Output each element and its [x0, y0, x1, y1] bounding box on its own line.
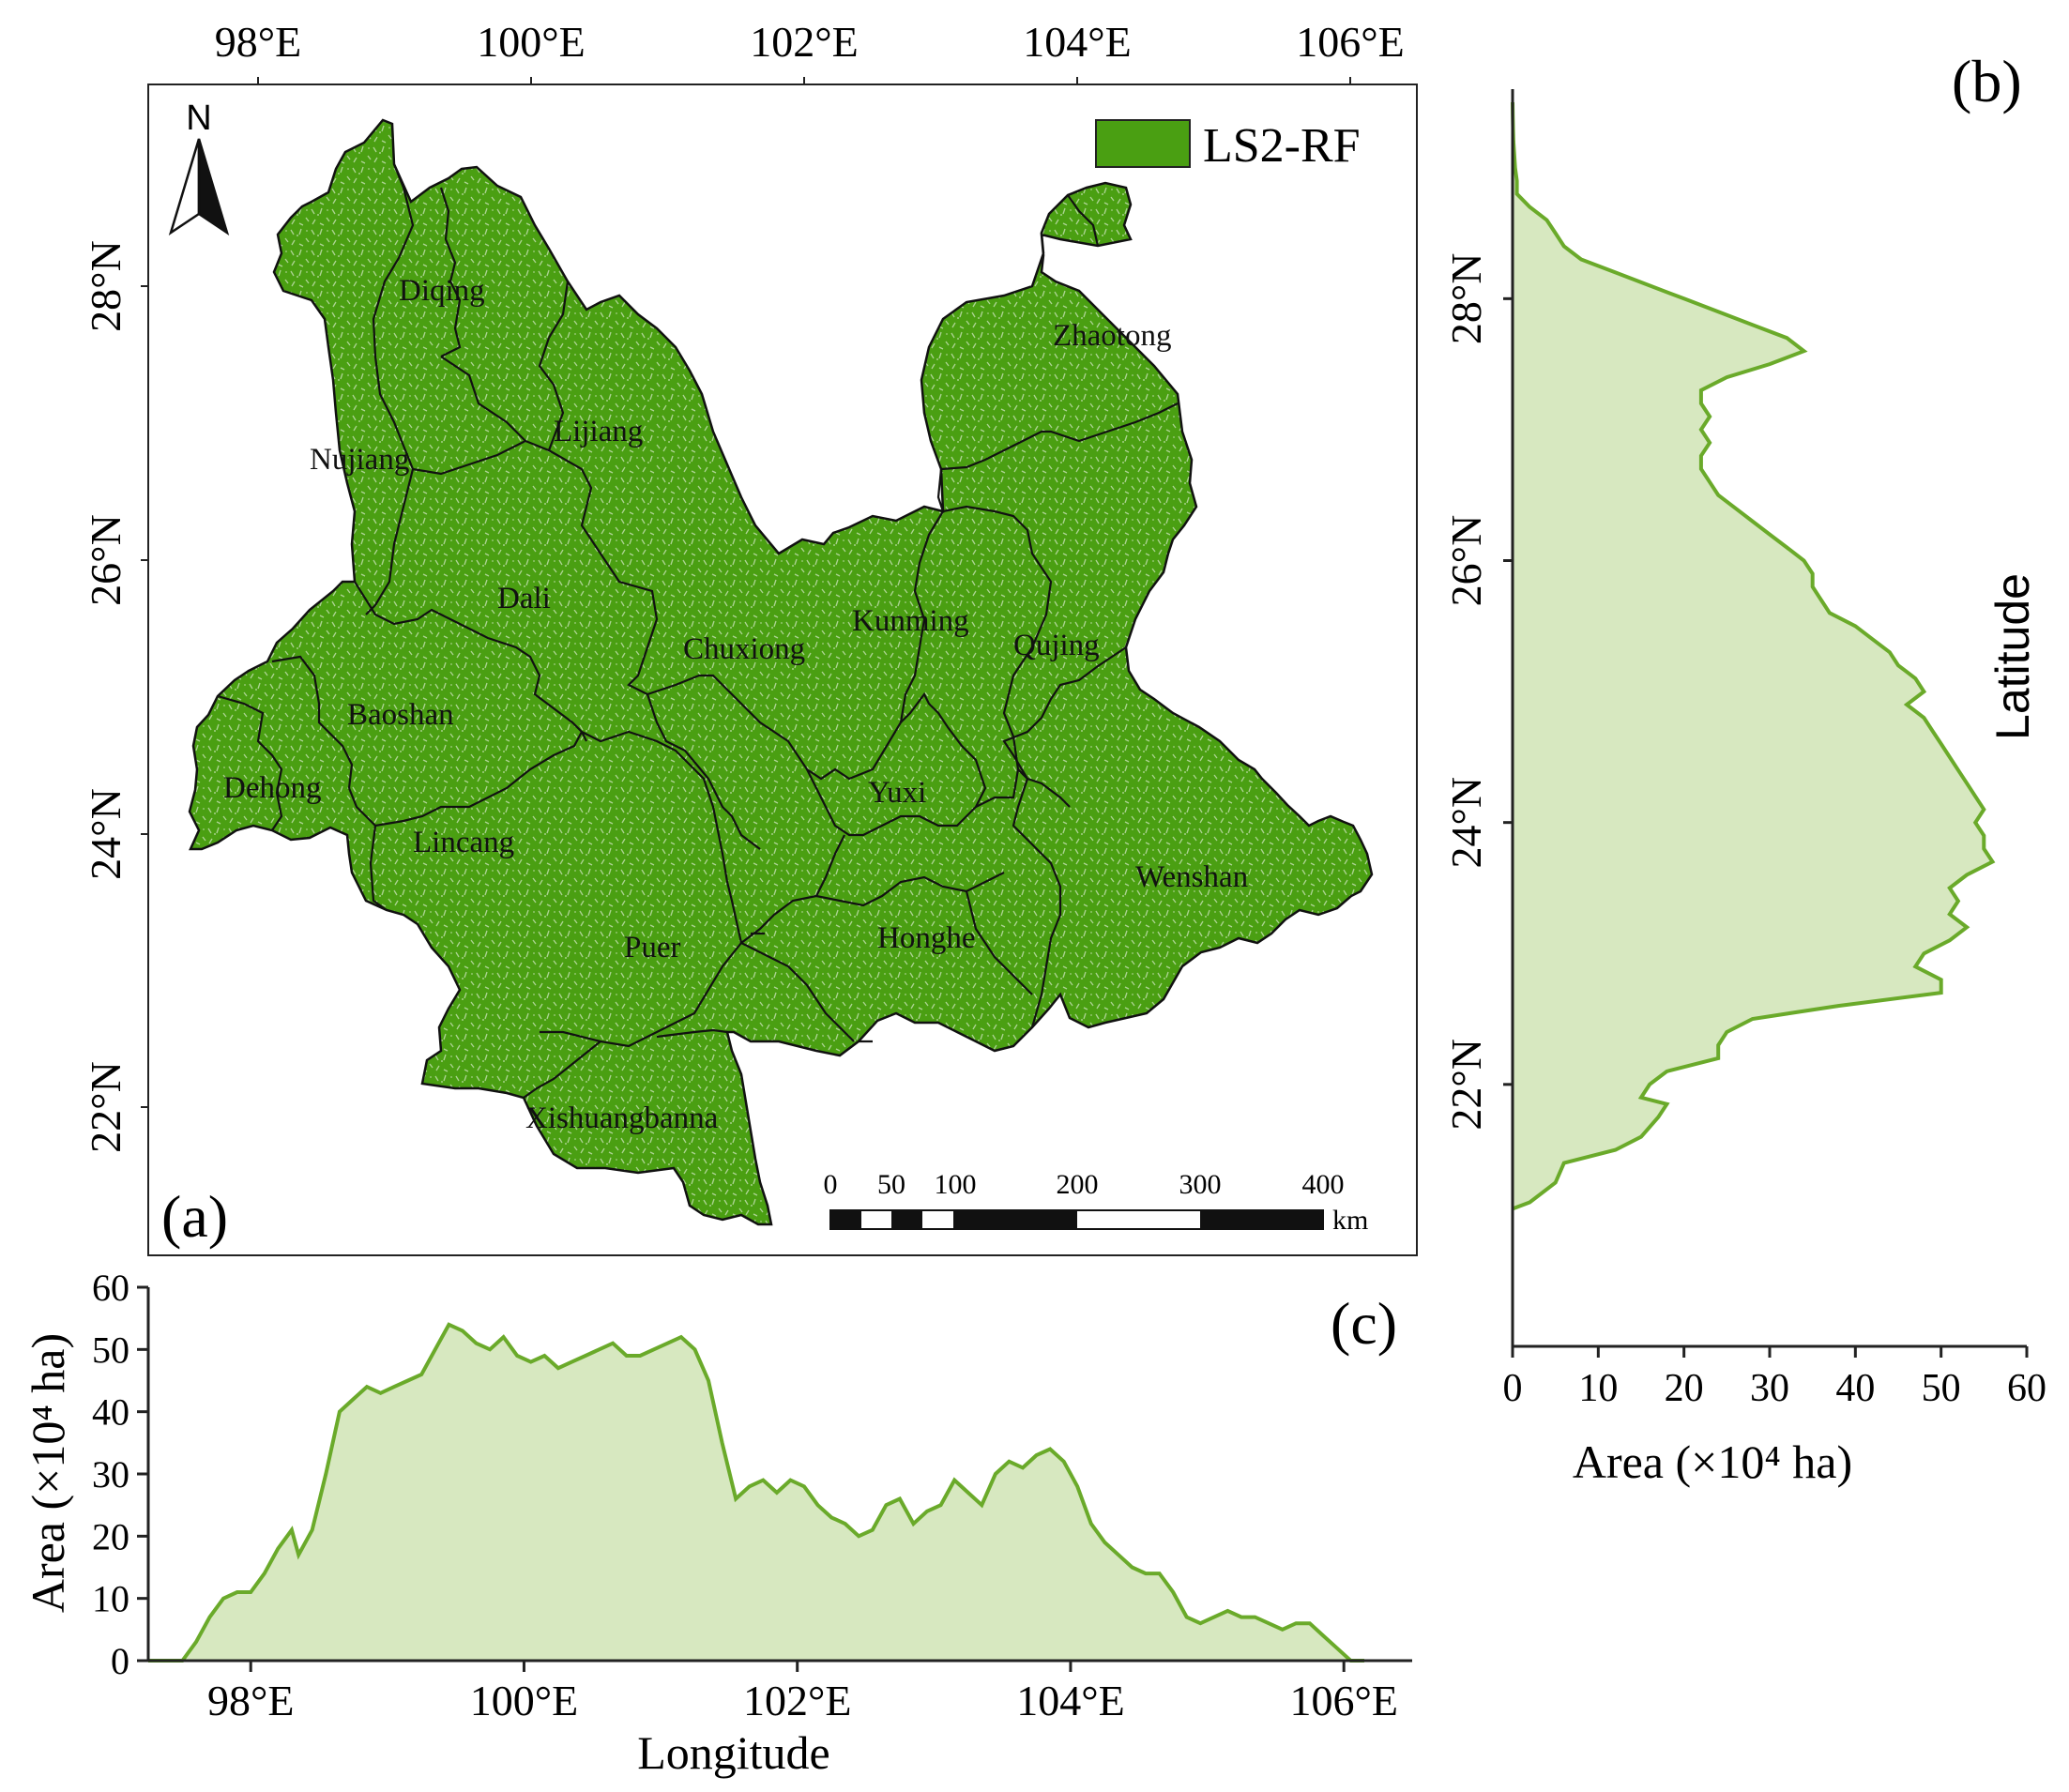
longitude-tick-label: 100°E	[470, 1677, 579, 1724]
region-label-lijiang: Lijiang	[554, 415, 643, 448]
legend-label: LS2-RF	[1203, 119, 1361, 173]
longitude-area-fill	[182, 1324, 1365, 1661]
area-tick-label-b: 30	[1750, 1367, 1789, 1410]
area-tick-label-c: 20	[92, 1515, 129, 1557]
map-panel: 98°E 100°E 102°E 104°E 106°E 28°N 26°N 2…	[82, 18, 1418, 1256]
area-tick-label-c: 30	[92, 1453, 129, 1496]
map-lon-tick-100: 100°E	[477, 18, 586, 66]
scale-label-50: 50	[877, 1169, 905, 1200]
area-tick-label-b: 50	[1922, 1367, 1961, 1410]
area-tick-label-c: 60	[92, 1267, 129, 1309]
region-label-kunming: Kunming	[852, 604, 969, 638]
area-tick-label-c: 10	[92, 1578, 129, 1620]
panel-c-ylabel: Area (×10⁴ ha)	[22, 1333, 74, 1613]
area-tick-label-b: 10	[1578, 1367, 1618, 1410]
panel-label-b: (b)	[1952, 48, 2022, 114]
region-label-puer: Puer	[624, 931, 681, 964]
map-lat-tick-24: 24°N	[82, 788, 129, 880]
area-tick-label-b: 0	[1503, 1367, 1523, 1410]
longitude-profile-chart: 0 10 20 30 40 50 60 98°E 100°E 102°E 104°E 106°E L…	[22, 1267, 1412, 1779]
region-label-baoshan: Baoshan	[347, 698, 454, 732]
region-label-wenshan: Wenshan	[1135, 860, 1248, 894]
area-tick-label-b: 60	[2007, 1367, 2046, 1410]
panel-c-xlabel: Longitude	[637, 1726, 830, 1779]
north-label: N	[186, 99, 211, 138]
scale-bar: 0 50 100 200 300 400 km	[824, 1169, 1369, 1236]
latitude-tick-label: 22°N	[1442, 1039, 1490, 1131]
region-label-xishuangbanna: Xishuangbanna	[525, 1101, 719, 1135]
area-ticks-b: 0 10 20 30 40 50 60	[1503, 1346, 2046, 1410]
area-tick-label-c: 50	[92, 1329, 129, 1371]
region-label-dehong: Dehong	[223, 771, 321, 805]
yunnan-forest-area	[188, 118, 1374, 1226]
north-arrow-icon: N	[168, 99, 230, 235]
latitude-area-line	[1511, 101, 1996, 1211]
longitude-tick-label: 102°E	[743, 1677, 852, 1724]
panel-label-c: (c)	[1331, 1290, 1397, 1357]
map-lon-tick-106: 106°E	[1296, 18, 1405, 66]
panel-b-xlabel: Area (×10⁴ ha)	[1573, 1435, 1852, 1488]
region-label-nujiang: Nujiang	[310, 443, 409, 477]
latitude-tick-label: 24°N	[1442, 777, 1490, 869]
latitude-tick-label: 26°N	[1442, 515, 1490, 607]
region-label-diqing: Diqing	[399, 274, 485, 308]
map-lat-tick-26: 26°N	[82, 514, 129, 606]
region-label-dali: Dali	[497, 582, 551, 615]
map-left-ticks	[141, 285, 148, 1108]
region-label-honghe: Honghe	[877, 921, 975, 955]
map-lon-tick-98: 98°E	[215, 18, 302, 66]
map-lat-tick-28: 28°N	[82, 240, 129, 332]
scale-label-200: 200	[1057, 1169, 1099, 1200]
area-tick-label-c: 40	[92, 1391, 129, 1434]
prefecture-boundaries	[217, 163, 1179, 1099]
area-tick-label-b: 20	[1665, 1367, 1704, 1410]
region-label-yuxi: Yuxi	[868, 776, 926, 810]
longitude-area-line	[148, 1322, 1364, 1663]
region-label-zhaotong: Zhaotong	[1053, 319, 1171, 353]
longitude-ticks: 98°E 100°E 102°E 104°E 106°E	[207, 1661, 1398, 1724]
latitude-ticks: 28°N 26°N 24°N 22°N	[1442, 253, 1513, 1131]
region-label-lincang: Lincang	[413, 826, 514, 859]
latitude-area-fill	[1513, 101, 1993, 1209]
longitude-tick-label: 106°E	[1289, 1677, 1398, 1724]
scale-unit: km	[1332, 1205, 1368, 1236]
area-tick-label-c: 0	[111, 1640, 129, 1682]
region-labels: Diqing Nujiang Lijiang Dali Baoshan Deho…	[223, 274, 1248, 1135]
scale-label-300: 300	[1179, 1169, 1222, 1200]
longitude-tick-label: 98°E	[207, 1677, 295, 1724]
longitude-tick-label: 104°E	[1016, 1677, 1125, 1724]
map-top-ticks	[257, 77, 1351, 84]
legend-swatch	[1095, 119, 1191, 168]
map-lat-tick-22: 22°N	[82, 1061, 129, 1153]
region-label-chuxiong: Chuxiong	[683, 632, 805, 666]
map-lon-tick-102: 102°E	[750, 18, 859, 66]
latitude-profile-chart: 28°N 26°N 24°N 22°N 0 10 20 30 40 50 60 Area (×10…	[1442, 48, 2046, 1488]
scale-label-100: 100	[935, 1169, 977, 1200]
latitude-tick-label: 28°N	[1442, 253, 1490, 345]
map-lon-tick-104: 104°E	[1023, 18, 1132, 66]
scale-label-0: 0	[824, 1169, 838, 1200]
scale-label-400: 400	[1302, 1169, 1345, 1200]
region-label-qujing: Qujing	[1013, 629, 1100, 662]
area-tick-label-b: 40	[1835, 1367, 1875, 1410]
panel-b-ylabel: Latitude	[1986, 573, 2039, 740]
panel-label-a: (a)	[161, 1183, 228, 1250]
area-ticks-c: 0 10 20 30 40 50 60	[92, 1267, 148, 1682]
